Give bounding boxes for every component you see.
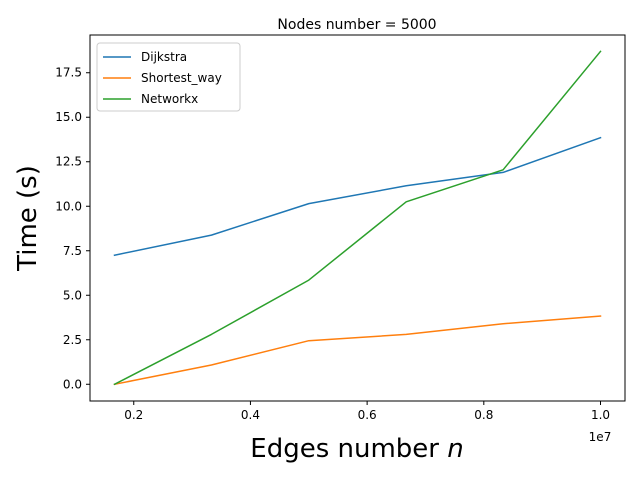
y-tick-label: 15.0 [55,110,82,124]
y-tick-label: 0.0 [63,377,82,391]
y-tick-label: 10.0 [55,199,82,213]
series-line-dijkstra [113,136,602,257]
legend: Dijkstra Shortest_way Networkx [96,42,241,112]
x-tick-label: 0.2 [124,408,143,422]
y-tick-label: 2.5 [63,333,82,347]
series-line-networkx [113,50,602,386]
y-tick-label: 5.0 [63,288,82,302]
y-tick-label: 12.5 [55,155,82,169]
y-axis-label: Time (s) [13,165,43,272]
legend-box [96,42,241,112]
x-offset-text: 1e7 [589,430,612,444]
x-axis-label-variable: n [447,434,463,464]
x-tick-label: 1.0 [591,408,610,422]
y-tick-label: 7.5 [63,244,82,258]
legend-label: Shortest_way [141,71,222,85]
x-tick-label: 0.4 [241,408,260,422]
series-line-shortest-way [113,315,602,386]
x-tick-label: 0.8 [474,408,493,422]
x-axis-ticks: 0.2 0.4 0.6 0.8 1.0 [124,401,610,422]
plot-area [113,50,602,386]
chart-title: Nodes number = 5000 [277,17,436,33]
y-axis-ticks: 0.0 2.5 5.0 7.5 10.0 12.5 15.0 17.5 [55,66,90,391]
x-axis-label-text: Edges number [250,434,447,464]
y-tick-label: 17.5 [55,66,82,80]
axes-frame [89,34,626,402]
legend-label: Dijkstra [141,50,187,64]
legend-label: Networkx [141,92,198,106]
x-axis-label: Edges number n [250,434,463,464]
x-tick-label: 0.6 [358,408,377,422]
